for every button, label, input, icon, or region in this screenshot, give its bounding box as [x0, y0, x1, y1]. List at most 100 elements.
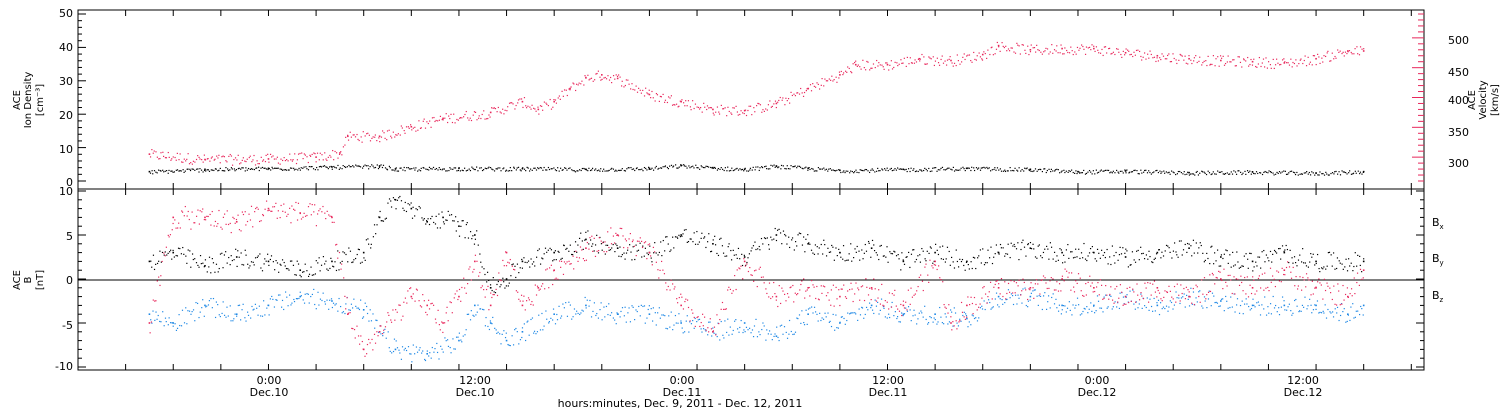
by-point: [1083, 307, 1085, 310]
velocity-point: [442, 119, 444, 121]
density-point: [339, 167, 341, 169]
density-point: [971, 166, 973, 168]
by-point: [1052, 293, 1054, 295]
bz-point: [934, 264, 937, 266]
velocity-point: [883, 68, 885, 70]
by-point: [674, 314, 677, 317]
density-point: [619, 169, 621, 172]
density-point: [215, 168, 217, 170]
bx-point: [980, 262, 982, 264]
by-point: [1005, 299, 1007, 301]
velocity-point: [1111, 52, 1113, 55]
by-point: [870, 307, 872, 309]
bx-point: [291, 260, 293, 262]
density-point: [456, 170, 458, 172]
bz-point: [636, 240, 639, 242]
velocity-point: [344, 144, 346, 146]
velocity-point: [1148, 57, 1150, 59]
bx-point: [1240, 266, 1242, 268]
bx-point: [807, 243, 809, 245]
by-point: [705, 330, 707, 332]
density-point: [812, 168, 814, 170]
bz-point: [971, 302, 974, 305]
by-point: [512, 344, 515, 346]
by-point: [657, 312, 659, 314]
bx-point: [623, 252, 625, 254]
by-point: [835, 314, 837, 316]
density-point: [1112, 170, 1114, 172]
bx-point: [467, 237, 470, 239]
bz-point: [999, 293, 1001, 295]
bz-point: [874, 288, 876, 290]
by-point: [571, 318, 573, 320]
by-point: [951, 311, 953, 313]
by-point: [1062, 305, 1065, 307]
velocity-point: [465, 110, 467, 113]
density-point: [308, 165, 310, 168]
bx-point: [1147, 258, 1149, 260]
bz-point: [410, 295, 413, 298]
by-point: [1157, 299, 1160, 301]
by-point: [1025, 304, 1027, 307]
by-point: [382, 335, 384, 337]
velocity-point: [877, 65, 879, 67]
velocity-point: [1114, 53, 1116, 56]
bx-point: [827, 247, 829, 249]
density-point: [1211, 173, 1213, 175]
velocity-point: [757, 102, 759, 105]
velocity-point: [1312, 55, 1314, 57]
bx-point: [587, 230, 589, 232]
bx-point: [891, 253, 894, 255]
by-point: [963, 311, 965, 313]
bz-point: [207, 215, 209, 218]
by-point: [1229, 306, 1231, 309]
bz-point: [538, 289, 540, 291]
by-point: [1056, 307, 1058, 309]
velocity-point: [650, 97, 652, 99]
density-point: [244, 170, 246, 172]
velocity-point: [771, 105, 773, 108]
bz-point: [509, 258, 511, 261]
bx-point: [206, 271, 208, 273]
density-point: [1261, 173, 1264, 176]
velocity-point: [297, 153, 300, 155]
density-point: [596, 170, 598, 172]
bz-point: [553, 270, 555, 272]
velocity-point: [1184, 55, 1186, 57]
density-point: [817, 167, 820, 169]
velocity-point: [1311, 64, 1313, 66]
density-point: [1241, 173, 1243, 176]
bx-point: [1188, 247, 1190, 249]
bz-point: [840, 288, 842, 290]
density-point: [1222, 173, 1224, 175]
by-point: [548, 321, 551, 323]
density-point: [399, 167, 401, 169]
bz-point: [412, 293, 414, 295]
velocity-point: [533, 107, 535, 109]
velocity-point: [581, 80, 583, 82]
velocity-point: [645, 87, 647, 89]
by-point: [1049, 307, 1051, 309]
bz-point: [165, 246, 167, 248]
bx-point: [1018, 259, 1020, 261]
by-point: [778, 339, 780, 342]
velocity-point: [151, 149, 153, 151]
velocity-point: [614, 78, 616, 80]
velocity-point: [1181, 55, 1183, 57]
density-point: [828, 168, 830, 170]
velocity-point: [356, 133, 358, 136]
by-point: [702, 328, 705, 330]
by-point: [552, 319, 554, 321]
bz-point: [400, 319, 402, 321]
density-point: [1106, 169, 1108, 171]
by-point: [410, 353, 412, 355]
bz-point: [600, 240, 602, 242]
density-point: [809, 168, 811, 171]
bx-point: [850, 243, 852, 245]
density-point: [1134, 169, 1136, 171]
by-point: [646, 317, 648, 319]
bx-point: [803, 236, 805, 238]
bx-point: [1273, 249, 1276, 252]
bz-point: [1285, 266, 1288, 269]
density-point: [435, 167, 438, 170]
